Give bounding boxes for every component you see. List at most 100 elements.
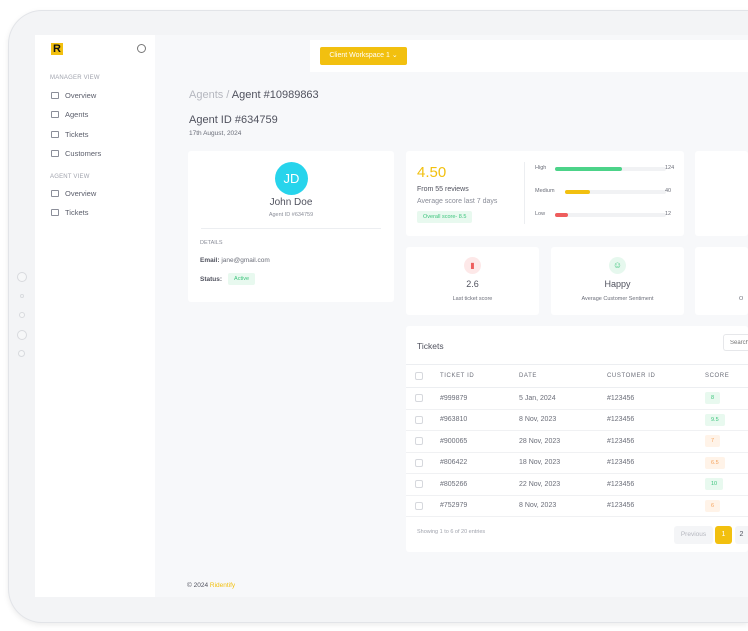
workspace-dropdown[interactable]: Client Workspace 1 ⌄ (320, 47, 407, 65)
level-count: 40 (665, 188, 672, 194)
table-row[interactable]: #999879 5 Jan, 2024 #123456 8 (406, 387, 748, 410)
collapse-icon[interactable] (137, 44, 146, 53)
divider (201, 228, 381, 229)
ticket-id[interactable]: #999879 (440, 387, 519, 410)
agent-id: Agent ID #634759 (268, 212, 314, 218)
customers-icon (51, 150, 59, 157)
level-label: High (535, 165, 547, 171)
stat-card-last-score: ▮ 2.6 Last ticket score (406, 247, 539, 315)
row-checkbox[interactable] (415, 394, 423, 403)
tickets-title: Tickets (417, 341, 444, 351)
search-input[interactable] (723, 334, 748, 351)
column-header[interactable]: TICKET ID (440, 364, 519, 388)
breadcrumb-agents[interactable]: Agents / (189, 89, 230, 101)
table-row[interactable]: #900065 28 Nov, 2023 #123456 7 (406, 430, 748, 453)
ticket-id[interactable]: #963810 (440, 409, 519, 431)
score-badge: 6 (705, 499, 721, 512)
page-title: Agent ID #634759 (189, 114, 278, 126)
tickets-card: Tickets TICKET ID DATE CUSTOMER ID SCORE… (406, 326, 748, 552)
previous-button[interactable]: Previous (674, 526, 713, 544)
column-header[interactable]: CUSTOMER ID (607, 364, 705, 388)
sidebar: R MANAGER VIEW Overview Agents Tickets C… (35, 35, 155, 597)
level-label: Low (535, 211, 546, 217)
customer-id: #123456 (607, 409, 705, 431)
level-label: Medium (535, 188, 555, 194)
sidebar-item-agent-tickets[interactable]: Tickets (51, 208, 88, 217)
page-1-button[interactable]: 1 (715, 526, 732, 544)
table-row[interactable]: #805266 22 Nov, 2023 #123456 10 (406, 473, 748, 496)
select-all-checkbox[interactable] (415, 372, 423, 380)
score-badge: 8 (705, 392, 721, 405)
smiley-icon: ☺ (609, 257, 626, 274)
score-badge: 6.5 (705, 456, 725, 469)
side-button (18, 350, 25, 357)
agent-name: John Doe (269, 197, 313, 208)
email-value: jane@gmail.com (221, 257, 270, 264)
row-checkbox[interactable] (415, 415, 423, 424)
sidebar-item-customers[interactable]: Customers (51, 149, 101, 158)
footer: © 2024 Ridentify (187, 582, 236, 589)
bar-chart-icon: ▮ (464, 257, 481, 274)
avatar: JD (275, 162, 308, 195)
stat-card-sentiment: ☺ Happy Average Customer Sentiment (551, 247, 684, 315)
score-badge: 9.5 (705, 413, 725, 426)
top-bar: Client Workspace 1 ⌄ (310, 40, 748, 72)
page-2-button[interactable]: 2 (735, 526, 748, 544)
ticket-date: 28 Nov, 2023 (519, 430, 607, 453)
details-label: DETAILS (200, 240, 223, 246)
sidebar-item-tickets[interactable]: Tickets (51, 130, 88, 139)
breadcrumb-current: Agent #10989863 (229, 89, 319, 101)
level-count: 12 (665, 211, 672, 217)
row-checkbox[interactable] (415, 458, 423, 467)
row-checkbox[interactable] (415, 501, 423, 510)
breadcrumb: Agents / Agent #10989863 (189, 89, 319, 101)
ticket-id[interactable]: #752979 (440, 495, 519, 517)
overall-score-badge: Overall score- 8.5 (417, 211, 473, 223)
score-badge: 7 (705, 435, 721, 448)
stat-label: O (739, 296, 744, 302)
stat-value: Happy (604, 279, 631, 289)
score-badge: 10 (705, 478, 724, 491)
sidebar-item-agents[interactable]: Agents (51, 110, 88, 119)
email-label: Email: (200, 257, 220, 264)
agents-icon (51, 111, 59, 118)
logo: R (51, 43, 63, 55)
rating-card: 4.50 From 55 reviews Average score last … (406, 151, 684, 236)
row-checkbox[interactable] (415, 437, 423, 446)
ticket-date: 8 Nov, 2023 (519, 495, 607, 517)
info-card (695, 151, 748, 236)
mail-icon (51, 190, 59, 197)
table-row[interactable]: #806422 18 Nov, 2023 #123456 6.5 (406, 452, 748, 474)
level-bar (555, 213, 666, 217)
divider (524, 162, 525, 224)
section-label: MANAGER VIEW (50, 75, 100, 81)
sidebar-item-overview[interactable]: Overview (51, 91, 96, 100)
table-row[interactable]: #963810 8 Nov, 2023 #123456 9.5 (406, 409, 748, 431)
sidebar-item-agent-overview[interactable]: Overview (51, 189, 96, 198)
calendar-icon (51, 209, 59, 216)
ticket-date: 18 Nov, 2023 (519, 452, 607, 474)
status-badge: Active (228, 273, 256, 285)
footer-brand-link[interactable]: Ridentify (209, 582, 236, 589)
column-header[interactable]: SCORE (705, 364, 748, 388)
customer-id: #123456 (607, 452, 705, 474)
ticket-id[interactable]: #805266 (440, 473, 519, 496)
tickets-table: TICKET ID DATE CUSTOMER ID SCORE #999879… (406, 364, 748, 517)
stat-label: Average Customer Sentiment (581, 296, 654, 302)
side-button (19, 312, 25, 318)
entries-info: Showing 1 to 6 of 20 entries (417, 529, 486, 535)
column-header[interactable]: DATE (519, 364, 607, 388)
status-label: Status: (200, 275, 223, 283)
row-checkbox[interactable] (415, 480, 423, 489)
stat-value: 2.6 (466, 279, 479, 289)
mail-icon (51, 92, 59, 99)
side-button (17, 330, 27, 340)
calendar-icon (51, 131, 59, 138)
ticket-id[interactable]: #900065 (440, 430, 519, 453)
ticket-id[interactable]: #806422 (440, 452, 519, 474)
app-screen: R MANAGER VIEW Overview Agents Tickets C… (35, 35, 748, 597)
customer-id: #123456 (607, 495, 705, 517)
table-row[interactable]: #752979 8 Nov, 2023 #123456 6 (406, 495, 748, 517)
ticket-date: 5 Jan, 2024 (519, 387, 607, 410)
average-score: 4.50 (417, 164, 447, 181)
